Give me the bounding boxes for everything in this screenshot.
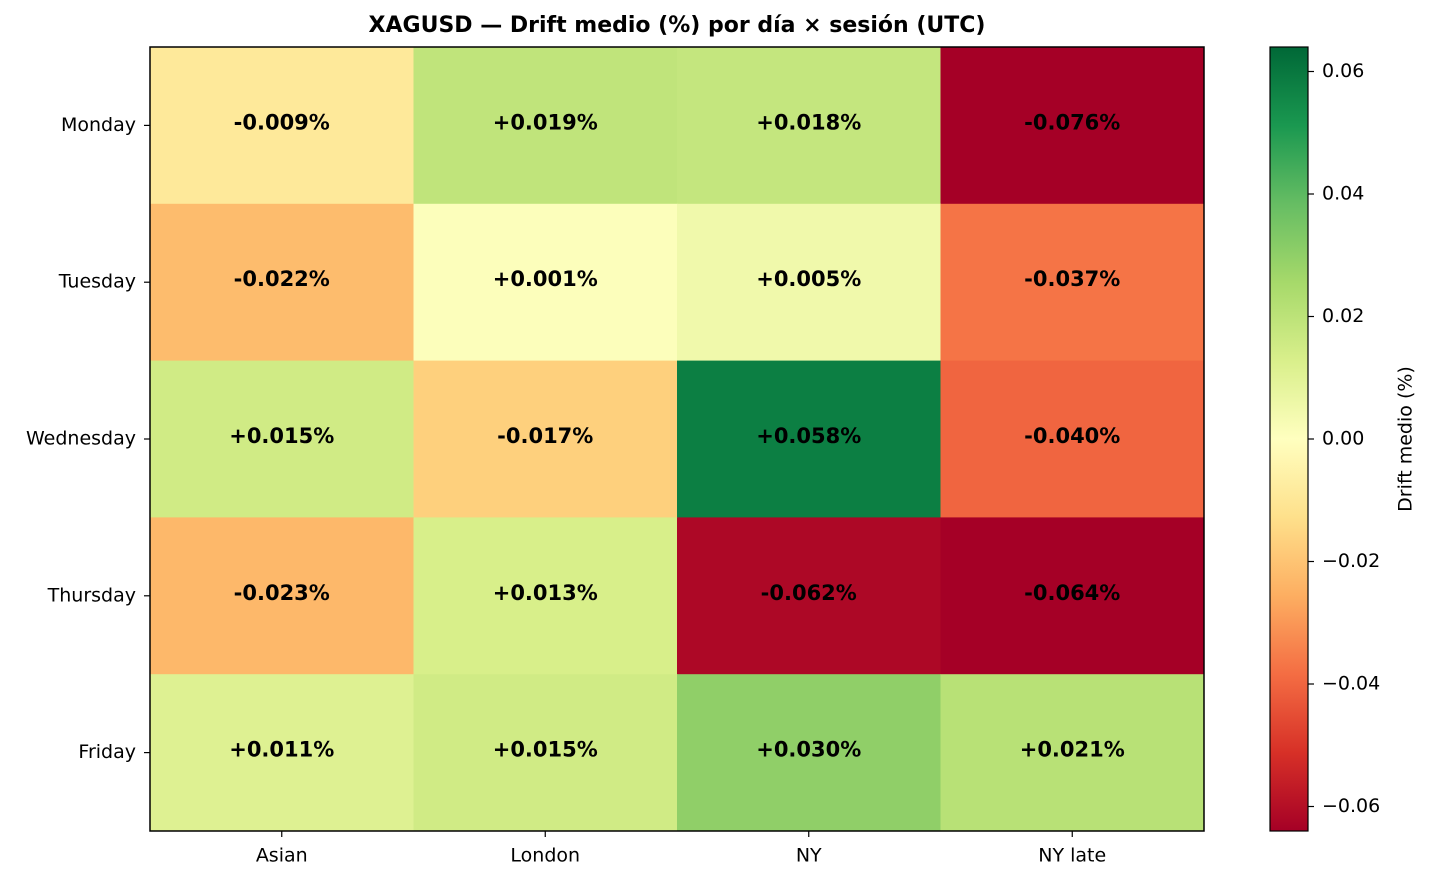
- cell-label: -0.022%: [234, 267, 330, 291]
- chart-title: XAGUSD — Drift medio (%) por día × sesió…: [369, 13, 986, 38]
- x-tick-label: London: [510, 845, 580, 867]
- y-tick-label: Thursday: [47, 584, 136, 606]
- colorbar-tick-label: −0.06: [1322, 795, 1380, 817]
- heatmap-cell: [940, 360, 1205, 518]
- heatmap-cell: [413, 203, 678, 362]
- cell-label: +0.058%: [756, 424, 861, 448]
- cell-label: +0.015%: [229, 424, 334, 448]
- colorbar-tick-label: 0.02: [1322, 305, 1364, 327]
- cell-label: -0.037%: [1024, 267, 1120, 291]
- colorbar-tick-label: 0.00: [1322, 428, 1364, 450]
- colorbar-tick-label: 0.06: [1322, 60, 1364, 82]
- x-tick-label: NY late: [1038, 845, 1106, 867]
- heatmap-cell: [940, 674, 1205, 832]
- heatmap-cell: [677, 203, 941, 362]
- cell-label: -0.040%: [1024, 424, 1120, 448]
- cell-label: +0.001%: [493, 267, 598, 291]
- cell-label: -0.017%: [497, 424, 593, 448]
- cell-label: -0.062%: [761, 581, 857, 605]
- heatmap-cell: [413, 47, 678, 205]
- x-tick-label: NY: [796, 845, 822, 867]
- heatmap-cell: [150, 203, 414, 362]
- heatmap-cell: [940, 203, 1205, 362]
- cell-label: +0.005%: [756, 267, 861, 291]
- cell-label: +0.018%: [756, 110, 861, 134]
- y-tick-label: Wednesday: [26, 428, 136, 450]
- heatmap-cell: [940, 517, 1205, 675]
- x-tick-label: Asian: [256, 845, 308, 867]
- cell-label: +0.030%: [756, 738, 861, 762]
- heatmap-cell: [413, 360, 678, 518]
- colorbar-tick-label: −0.02: [1322, 550, 1380, 572]
- heatmap-cell: [940, 47, 1205, 205]
- colorbar-tick-label: 0.04: [1322, 183, 1364, 205]
- heatmap-cell: [413, 517, 678, 675]
- cell-label: -0.076%: [1024, 110, 1120, 134]
- cell-label: +0.011%: [229, 738, 334, 762]
- heatmap-cell: [150, 360, 414, 518]
- cell-label: +0.021%: [1020, 738, 1125, 762]
- y-tick-label: Tuesday: [58, 271, 136, 293]
- heatmap-cell: [150, 47, 414, 205]
- heatmap-cell: [150, 517, 414, 675]
- cell-label: -0.064%: [1024, 581, 1120, 605]
- y-tick-label: Friday: [78, 741, 136, 763]
- colorbar-tick-label: −0.04: [1322, 673, 1380, 695]
- colorbar-label: Drift medio (%): [1395, 366, 1417, 512]
- cell-label: -0.009%: [234, 110, 330, 134]
- cell-label: -0.023%: [234, 581, 330, 605]
- heatmap-cell: [677, 517, 941, 675]
- heatmap-cell: [677, 360, 941, 518]
- cell-label: +0.019%: [493, 110, 598, 134]
- colorbar: [1269, 46, 1309, 832]
- cell-label: +0.015%: [493, 738, 598, 762]
- cell-label: +0.013%: [493, 581, 598, 605]
- heatmap-cell: [150, 674, 414, 832]
- heatmap-cell: [677, 47, 941, 205]
- heatmap-cell: [677, 674, 941, 832]
- heatmap-cell: [413, 674, 678, 832]
- y-tick-label: Monday: [61, 114, 136, 136]
